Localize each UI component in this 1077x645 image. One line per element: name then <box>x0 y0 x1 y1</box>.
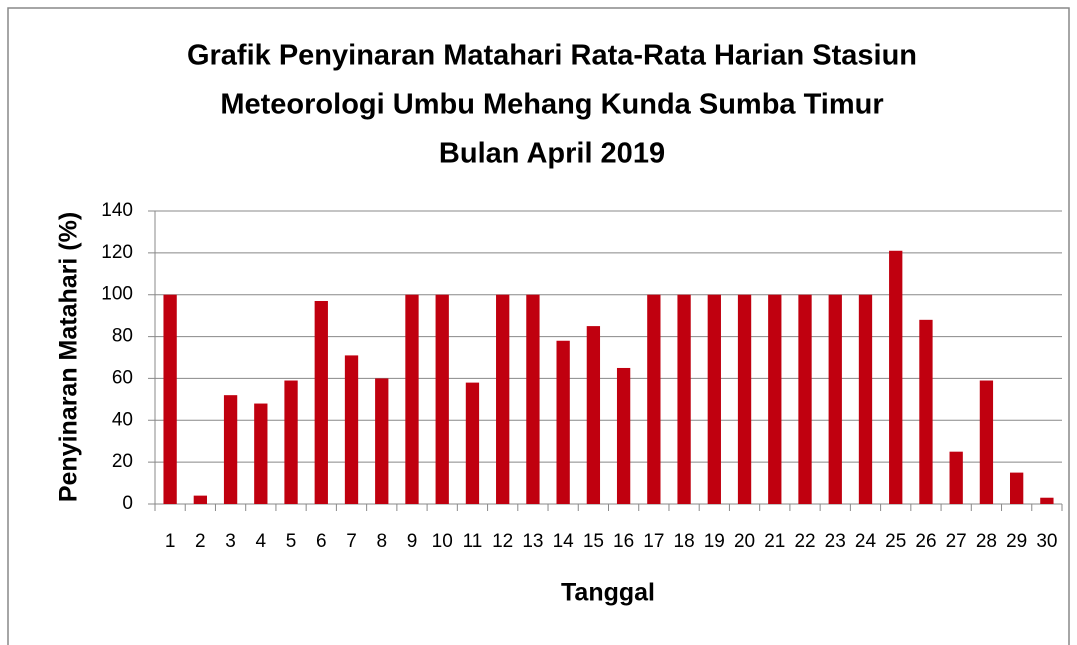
bar <box>556 340 570 504</box>
x-tick-label: 22 <box>794 531 815 552</box>
x-tick-label: 11 <box>463 531 483 552</box>
bar <box>465 382 480 504</box>
x-tick-label: 5 <box>286 531 297 552</box>
x-tick-label: 25 <box>885 531 906 552</box>
x-tick-label: 26 <box>915 531 936 552</box>
chart-title: Bulan April 2019 <box>439 138 665 170</box>
y-tick-label: 0 <box>122 493 133 514</box>
x-tick-label: 3 <box>225 531 236 552</box>
y-tick-label: 40 <box>112 409 133 430</box>
bar <box>344 355 359 504</box>
x-tick-label: 19 <box>704 531 725 552</box>
x-tick-label: 23 <box>825 531 846 552</box>
y-tick-label: 100 <box>101 284 133 305</box>
x-tick-label: 18 <box>674 531 695 552</box>
bar <box>919 319 933 504</box>
x-tick-label: 17 <box>643 531 664 552</box>
x-tick-label: 30 <box>1036 531 1057 552</box>
x-tick-label: 16 <box>613 531 634 552</box>
x-tick-label: 12 <box>492 531 513 552</box>
x-tick-label: 7 <box>346 531 357 552</box>
bar <box>979 380 994 504</box>
bar <box>798 294 812 504</box>
bar <box>647 294 661 504</box>
x-tick-label: 24 <box>855 531 877 552</box>
x-tick-label: 1 <box>165 531 176 552</box>
bar <box>314 300 328 504</box>
chart-title: Meteorologi Umbu Mehang Kunda Sumba Timu… <box>220 89 883 121</box>
x-tick-label: 27 <box>946 531 967 552</box>
bar <box>677 294 691 504</box>
bar <box>496 294 510 504</box>
y-tick-label: 20 <box>112 451 133 472</box>
bar <box>1009 472 1024 504</box>
bar <box>223 395 238 504</box>
bar <box>163 294 177 504</box>
x-tick-label: 10 <box>432 531 453 552</box>
x-tick-label: 20 <box>734 531 755 552</box>
x-tick-label: 6 <box>316 531 327 552</box>
y-tick-label: 80 <box>112 326 133 347</box>
bar <box>405 294 419 504</box>
x-tick-label: 13 <box>522 531 543 552</box>
bar <box>889 250 903 504</box>
bar <box>1040 497 1054 504</box>
bar <box>193 495 208 504</box>
bar <box>737 294 752 504</box>
x-tick-label: 15 <box>583 531 604 552</box>
x-tick-label: 28 <box>976 531 997 552</box>
x-tick-label: 9 <box>407 531 418 552</box>
bar <box>254 403 268 504</box>
bar <box>284 380 298 504</box>
chart-title: Grafik Penyinaran Matahari Rata-Rata Har… <box>187 40 917 72</box>
x-tick-label: 29 <box>1006 531 1027 552</box>
y-tick-label: 140 <box>101 200 133 221</box>
bar <box>949 451 963 504</box>
bar <box>707 294 721 504</box>
bar <box>526 294 540 504</box>
x-tick-label: 4 <box>256 531 267 552</box>
x-tick-label: 2 <box>195 531 206 552</box>
bar <box>828 294 842 504</box>
x-tick-label: 14 <box>553 531 575 552</box>
bar <box>858 294 873 504</box>
x-tick-label: 21 <box>764 531 785 552</box>
bar <box>435 294 449 504</box>
bar <box>586 326 601 504</box>
bar <box>616 367 631 504</box>
bar <box>375 378 389 504</box>
x-tick-label: 8 <box>376 531 387 552</box>
x-axis-title: Tanggal <box>561 579 655 607</box>
y-tick-label: 60 <box>112 367 133 388</box>
y-axis-title: Penyinaran Matahari (%) <box>55 212 83 502</box>
bar <box>768 294 782 504</box>
y-tick-label: 120 <box>101 242 133 263</box>
